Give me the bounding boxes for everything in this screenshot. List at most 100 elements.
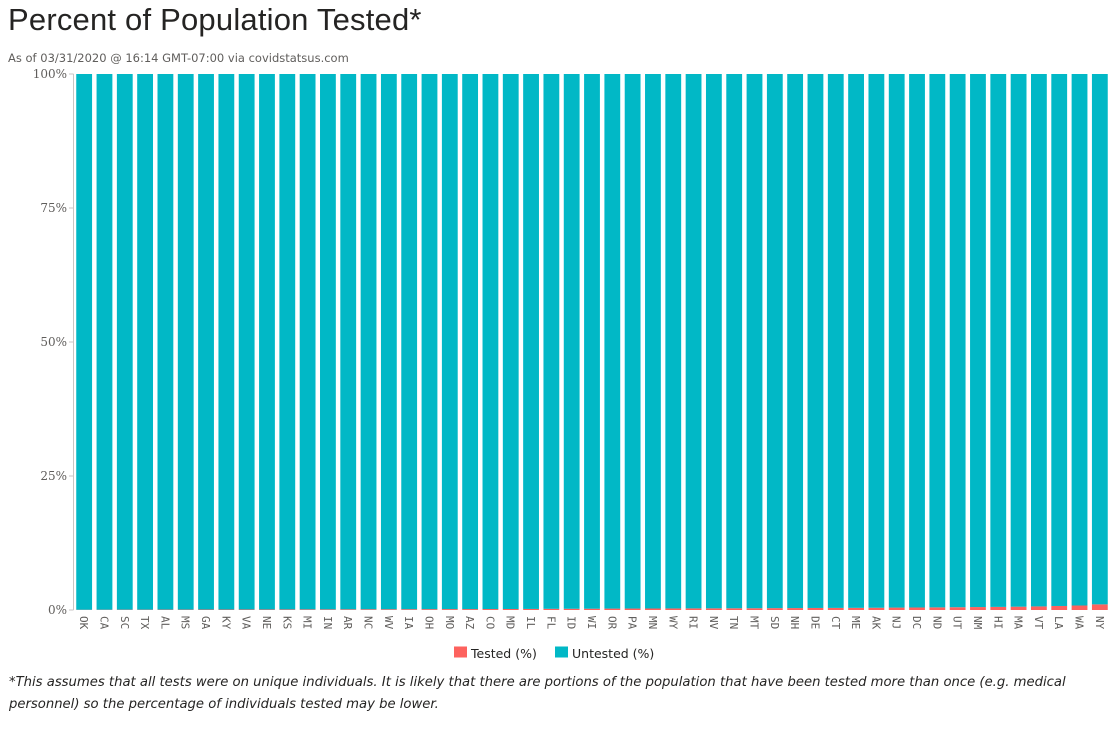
bar-untested-in[interactable]	[320, 74, 336, 610]
bar-tested-ak[interactable]	[868, 607, 885, 610]
bar-tested-ct[interactable]	[827, 607, 844, 610]
legend-swatch-tested[interactable]	[454, 646, 467, 658]
bar-untested-mo[interactable]	[441, 74, 458, 610]
bar-untested-dc[interactable]	[909, 74, 925, 608]
bar-untested-wa[interactable]	[1071, 74, 1088, 606]
bar-tested-vt[interactable]	[1030, 606, 1047, 610]
bar-tested-fl[interactable]	[543, 608, 560, 610]
bar-untested-al[interactable]	[157, 74, 174, 610]
bar-untested-oh[interactable]	[421, 74, 438, 610]
bar-untested-nh[interactable]	[787, 74, 804, 609]
bar-untested-mt[interactable]	[746, 74, 763, 609]
bar-tested-de[interactable]	[807, 607, 824, 610]
legend-label-untested[interactable]: Untested (%)	[572, 646, 654, 661]
bar-untested-ok[interactable]	[76, 74, 93, 610]
bar-untested-tx[interactable]	[137, 74, 154, 610]
bar-tested-dc[interactable]	[909, 607, 925, 610]
bar-tested-hi[interactable]	[990, 606, 1007, 610]
bar-tested-mn[interactable]	[645, 608, 661, 610]
bar-untested-hi[interactable]	[990, 74, 1007, 607]
bar-untested-tn[interactable]	[726, 74, 743, 609]
bar-untested-ia[interactable]	[401, 74, 418, 610]
bar-untested-or[interactable]	[604, 74, 621, 609]
bar-untested-pa[interactable]	[624, 74, 641, 609]
legend-swatch-untested[interactable]	[555, 646, 568, 658]
bar-untested-ar[interactable]	[340, 74, 357, 610]
bar-untested-ne[interactable]	[259, 74, 275, 610]
bar-tested-nv[interactable]	[705, 608, 722, 610]
bar-untested-ri[interactable]	[685, 74, 702, 609]
bar-untested-ma[interactable]	[1010, 74, 1027, 607]
bar-untested-vt[interactable]	[1030, 74, 1047, 607]
bar-tested-me[interactable]	[848, 607, 864, 610]
bar-untested-la[interactable]	[1051, 74, 1068, 606]
bar-tested-nm[interactable]	[970, 607, 986, 610]
bar-untested-nd[interactable]	[929, 74, 946, 608]
x-tick-label-nj: NJ	[890, 616, 903, 629]
bar-tested-sd[interactable]	[766, 608, 783, 610]
bar-untested-ak[interactable]	[868, 74, 885, 608]
bar-untested-nv[interactable]	[705, 74, 722, 609]
bar-untested-wi[interactable]	[584, 74, 600, 609]
bar-untested-fl[interactable]	[543, 74, 560, 609]
bar-tested-nh[interactable]	[787, 608, 804, 610]
bar-tested-co[interactable]	[482, 609, 499, 610]
bar-untested-mi[interactable]	[299, 74, 316, 610]
bar-tested-ny[interactable]	[1091, 604, 1108, 610]
bar-untested-wv[interactable]	[380, 74, 397, 610]
bar-untested-nc[interactable]	[360, 74, 377, 610]
bar-untested-sc[interactable]	[116, 74, 133, 610]
bar-tested-id[interactable]	[563, 608, 580, 610]
bar-tested-tn[interactable]	[726, 608, 743, 610]
bar-tested-md[interactable]	[502, 608, 519, 610]
bar-tested-az[interactable]	[462, 609, 479, 610]
bar-tested-va[interactable]	[238, 609, 255, 610]
bar-tested-mi[interactable]	[299, 609, 316, 610]
bar-untested-sd[interactable]	[766, 74, 783, 609]
bar-tested-ia[interactable]	[401, 609, 418, 610]
bar-untested-mn[interactable]	[645, 74, 661, 609]
bar-untested-ms[interactable]	[177, 74, 194, 610]
bar-untested-az[interactable]	[462, 74, 479, 610]
bar-untested-nj[interactable]	[888, 74, 905, 608]
bar-tested-ne[interactable]	[259, 609, 275, 610]
bar-tested-nc[interactable]	[360, 609, 377, 610]
bar-tested-wy[interactable]	[665, 608, 682, 610]
bar-tested-ri[interactable]	[685, 608, 702, 610]
bar-untested-wy[interactable]	[665, 74, 682, 609]
bar-tested-wa[interactable]	[1071, 605, 1088, 610]
bar-tested-wi[interactable]	[584, 608, 600, 610]
legend-label-tested[interactable]: Tested (%)	[470, 646, 537, 661]
bar-untested-ct[interactable]	[827, 74, 844, 608]
bar-tested-ut[interactable]	[949, 607, 966, 610]
bar-untested-id[interactable]	[563, 74, 580, 609]
bar-tested-ar[interactable]	[340, 609, 357, 610]
bar-tested-pa[interactable]	[624, 608, 641, 610]
bar-tested-il[interactable]	[523, 608, 539, 610]
bar-tested-ma[interactable]	[1010, 606, 1027, 610]
bar-tested-in[interactable]	[320, 609, 336, 610]
bar-tested-ks[interactable]	[279, 609, 296, 610]
bar-untested-ut[interactable]	[949, 74, 966, 608]
bar-tested-nd[interactable]	[929, 607, 946, 610]
bar-untested-ks[interactable]	[279, 74, 296, 610]
bar-untested-de[interactable]	[807, 74, 824, 608]
bar-untested-ga[interactable]	[198, 74, 214, 610]
bar-untested-ny[interactable]	[1091, 74, 1108, 605]
bar-tested-oh[interactable]	[421, 609, 438, 610]
bar-untested-il[interactable]	[523, 74, 539, 609]
bar-untested-ky[interactable]	[218, 74, 235, 610]
bar-untested-co[interactable]	[482, 74, 499, 610]
bar-untested-ca[interactable]	[96, 74, 113, 610]
bar-tested-mo[interactable]	[441, 609, 458, 610]
bar-untested-va[interactable]	[238, 74, 255, 610]
bar-untested-md[interactable]	[502, 74, 519, 609]
bar-tested-or[interactable]	[604, 608, 621, 610]
bar-tested-mt[interactable]	[746, 608, 763, 610]
bar-untested-me[interactable]	[848, 74, 864, 608]
bar-untested-nm[interactable]	[970, 74, 986, 608]
bar-tested-la[interactable]	[1051, 605, 1068, 610]
legend[interactable]: Tested (%) Untested (%)	[454, 646, 654, 661]
bar-tested-nj[interactable]	[888, 607, 905, 610]
bar-tested-wv[interactable]	[380, 609, 397, 610]
